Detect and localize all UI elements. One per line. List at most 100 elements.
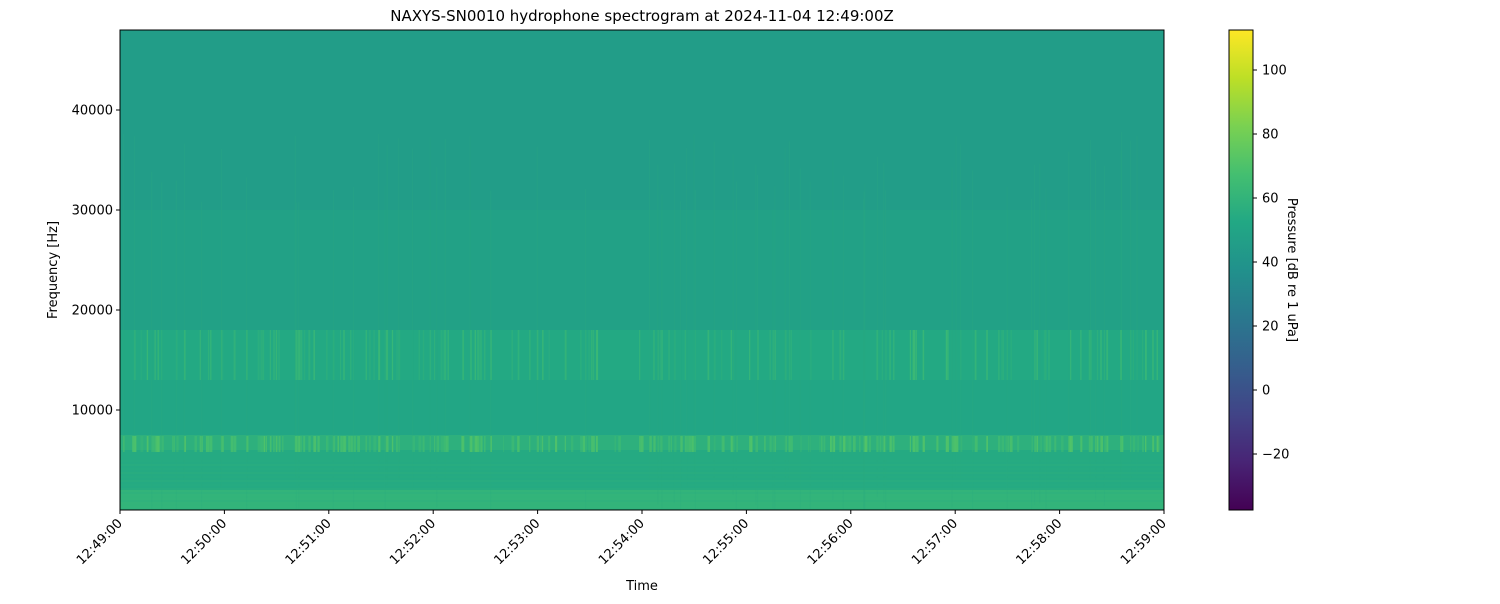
transient-6khz bbox=[478, 436, 482, 452]
transient-broadband bbox=[1068, 151, 1070, 492]
transient-15khz bbox=[365, 330, 368, 380]
transient-6khz bbox=[1017, 436, 1020, 452]
transient-6khz bbox=[909, 436, 911, 452]
transient-6khz bbox=[1080, 436, 1083, 452]
transient-broadband bbox=[444, 138, 446, 479]
heatmap-band bbox=[120, 450, 1164, 490]
x-tick-label: 12:58:00 bbox=[1014, 516, 1066, 568]
transient-15khz bbox=[1096, 330, 1099, 380]
transient-15khz bbox=[260, 330, 263, 380]
transient-6khz bbox=[199, 436, 202, 452]
transient-broadband bbox=[864, 183, 866, 510]
transient-6khz bbox=[490, 436, 492, 452]
transient-6khz bbox=[461, 436, 464, 452]
transient-6khz bbox=[353, 436, 356, 452]
transient-6khz bbox=[661, 436, 663, 452]
transient-6khz bbox=[614, 436, 617, 452]
transient-6khz bbox=[529, 436, 531, 452]
transient-broadband bbox=[1120, 131, 1122, 472]
colorbar-tick-label: 20 bbox=[1262, 320, 1279, 335]
transient-6khz bbox=[845, 436, 849, 452]
transient-6khz bbox=[1152, 436, 1155, 452]
transient-15khz bbox=[261, 330, 264, 380]
transient-6khz bbox=[843, 436, 846, 452]
transient-6khz bbox=[582, 436, 586, 452]
transient-6khz bbox=[1043, 436, 1046, 452]
transient-15khz bbox=[564, 330, 567, 380]
transient-6khz bbox=[912, 436, 916, 452]
transient-15khz bbox=[444, 330, 447, 380]
transient-6khz bbox=[808, 436, 810, 452]
transient-broadband bbox=[1136, 135, 1138, 476]
spectrogram-heatmap bbox=[120, 30, 1164, 510]
transient-6khz bbox=[444, 436, 448, 452]
heatmap-band bbox=[120, 380, 1164, 435]
transient-broadband bbox=[386, 144, 388, 485]
transient-15khz bbox=[470, 330, 472, 380]
transient-6khz bbox=[955, 436, 959, 452]
transient-6khz bbox=[657, 436, 660, 452]
transient-6khz bbox=[440, 436, 444, 452]
transient-6khz bbox=[548, 436, 550, 452]
transient-6khz bbox=[302, 436, 306, 452]
transient-15khz bbox=[1120, 330, 1122, 380]
transient-broadband bbox=[220, 148, 222, 489]
transient-6khz bbox=[257, 436, 261, 452]
transient-6khz bbox=[1049, 436, 1052, 452]
transient-6khz bbox=[540, 436, 542, 452]
transient-15khz bbox=[340, 330, 342, 380]
transient-15khz bbox=[721, 330, 723, 380]
transient-6khz bbox=[721, 436, 724, 452]
transient-6khz bbox=[295, 436, 298, 452]
transient-15khz bbox=[398, 330, 401, 380]
transient-broadband bbox=[536, 146, 538, 487]
heatmap-line bbox=[120, 476, 1164, 478]
transient-15khz bbox=[1045, 330, 1047, 380]
heatmap-line bbox=[120, 488, 1164, 490]
transient-6khz bbox=[592, 436, 596, 452]
transient-6khz bbox=[357, 436, 360, 452]
transient-6khz bbox=[868, 436, 872, 452]
transient-15khz bbox=[207, 330, 209, 380]
transient-15khz bbox=[912, 330, 915, 380]
transient-15khz bbox=[657, 330, 660, 380]
transient-6khz bbox=[1061, 436, 1064, 452]
transient-6khz bbox=[1034, 436, 1036, 452]
transient-15khz bbox=[1152, 330, 1154, 380]
transient-broadband bbox=[1095, 159, 1097, 500]
transient-6khz bbox=[668, 436, 671, 452]
transient-6khz bbox=[821, 436, 823, 452]
transient-broadband bbox=[246, 177, 248, 510]
transient-6khz bbox=[418, 436, 422, 452]
transient-broadband bbox=[649, 139, 651, 480]
transient-15khz bbox=[295, 330, 298, 380]
x-tick-label: 12:54:00 bbox=[596, 516, 648, 568]
transient-15khz bbox=[384, 330, 386, 380]
transient-15khz bbox=[275, 330, 278, 380]
transient-6khz bbox=[412, 436, 416, 452]
transient-6khz bbox=[447, 436, 449, 452]
transient-15khz bbox=[997, 330, 1000, 380]
transient-15khz bbox=[297, 330, 299, 380]
y-tick-label: 10000 bbox=[72, 404, 113, 419]
transient-6khz bbox=[784, 436, 788, 452]
transient-6khz bbox=[265, 436, 267, 452]
transient-15khz bbox=[585, 330, 587, 380]
transient-6khz bbox=[517, 436, 520, 452]
transient-15khz bbox=[199, 330, 201, 380]
transient-broadband bbox=[885, 190, 887, 510]
transient-broadband bbox=[353, 187, 355, 510]
transient-6khz bbox=[205, 436, 209, 452]
transient-broadband bbox=[1103, 165, 1105, 506]
transient-6khz bbox=[1036, 436, 1039, 452]
transient-15khz bbox=[1002, 330, 1005, 380]
transient-6khz bbox=[1039, 436, 1043, 452]
transient-15khz bbox=[1103, 330, 1105, 380]
transient-6khz bbox=[341, 436, 345, 452]
transient-6khz bbox=[735, 436, 738, 452]
transient-6khz bbox=[564, 436, 566, 452]
transient-15khz bbox=[974, 330, 977, 380]
transient-6khz bbox=[863, 436, 866, 452]
transient-15khz bbox=[707, 330, 710, 380]
